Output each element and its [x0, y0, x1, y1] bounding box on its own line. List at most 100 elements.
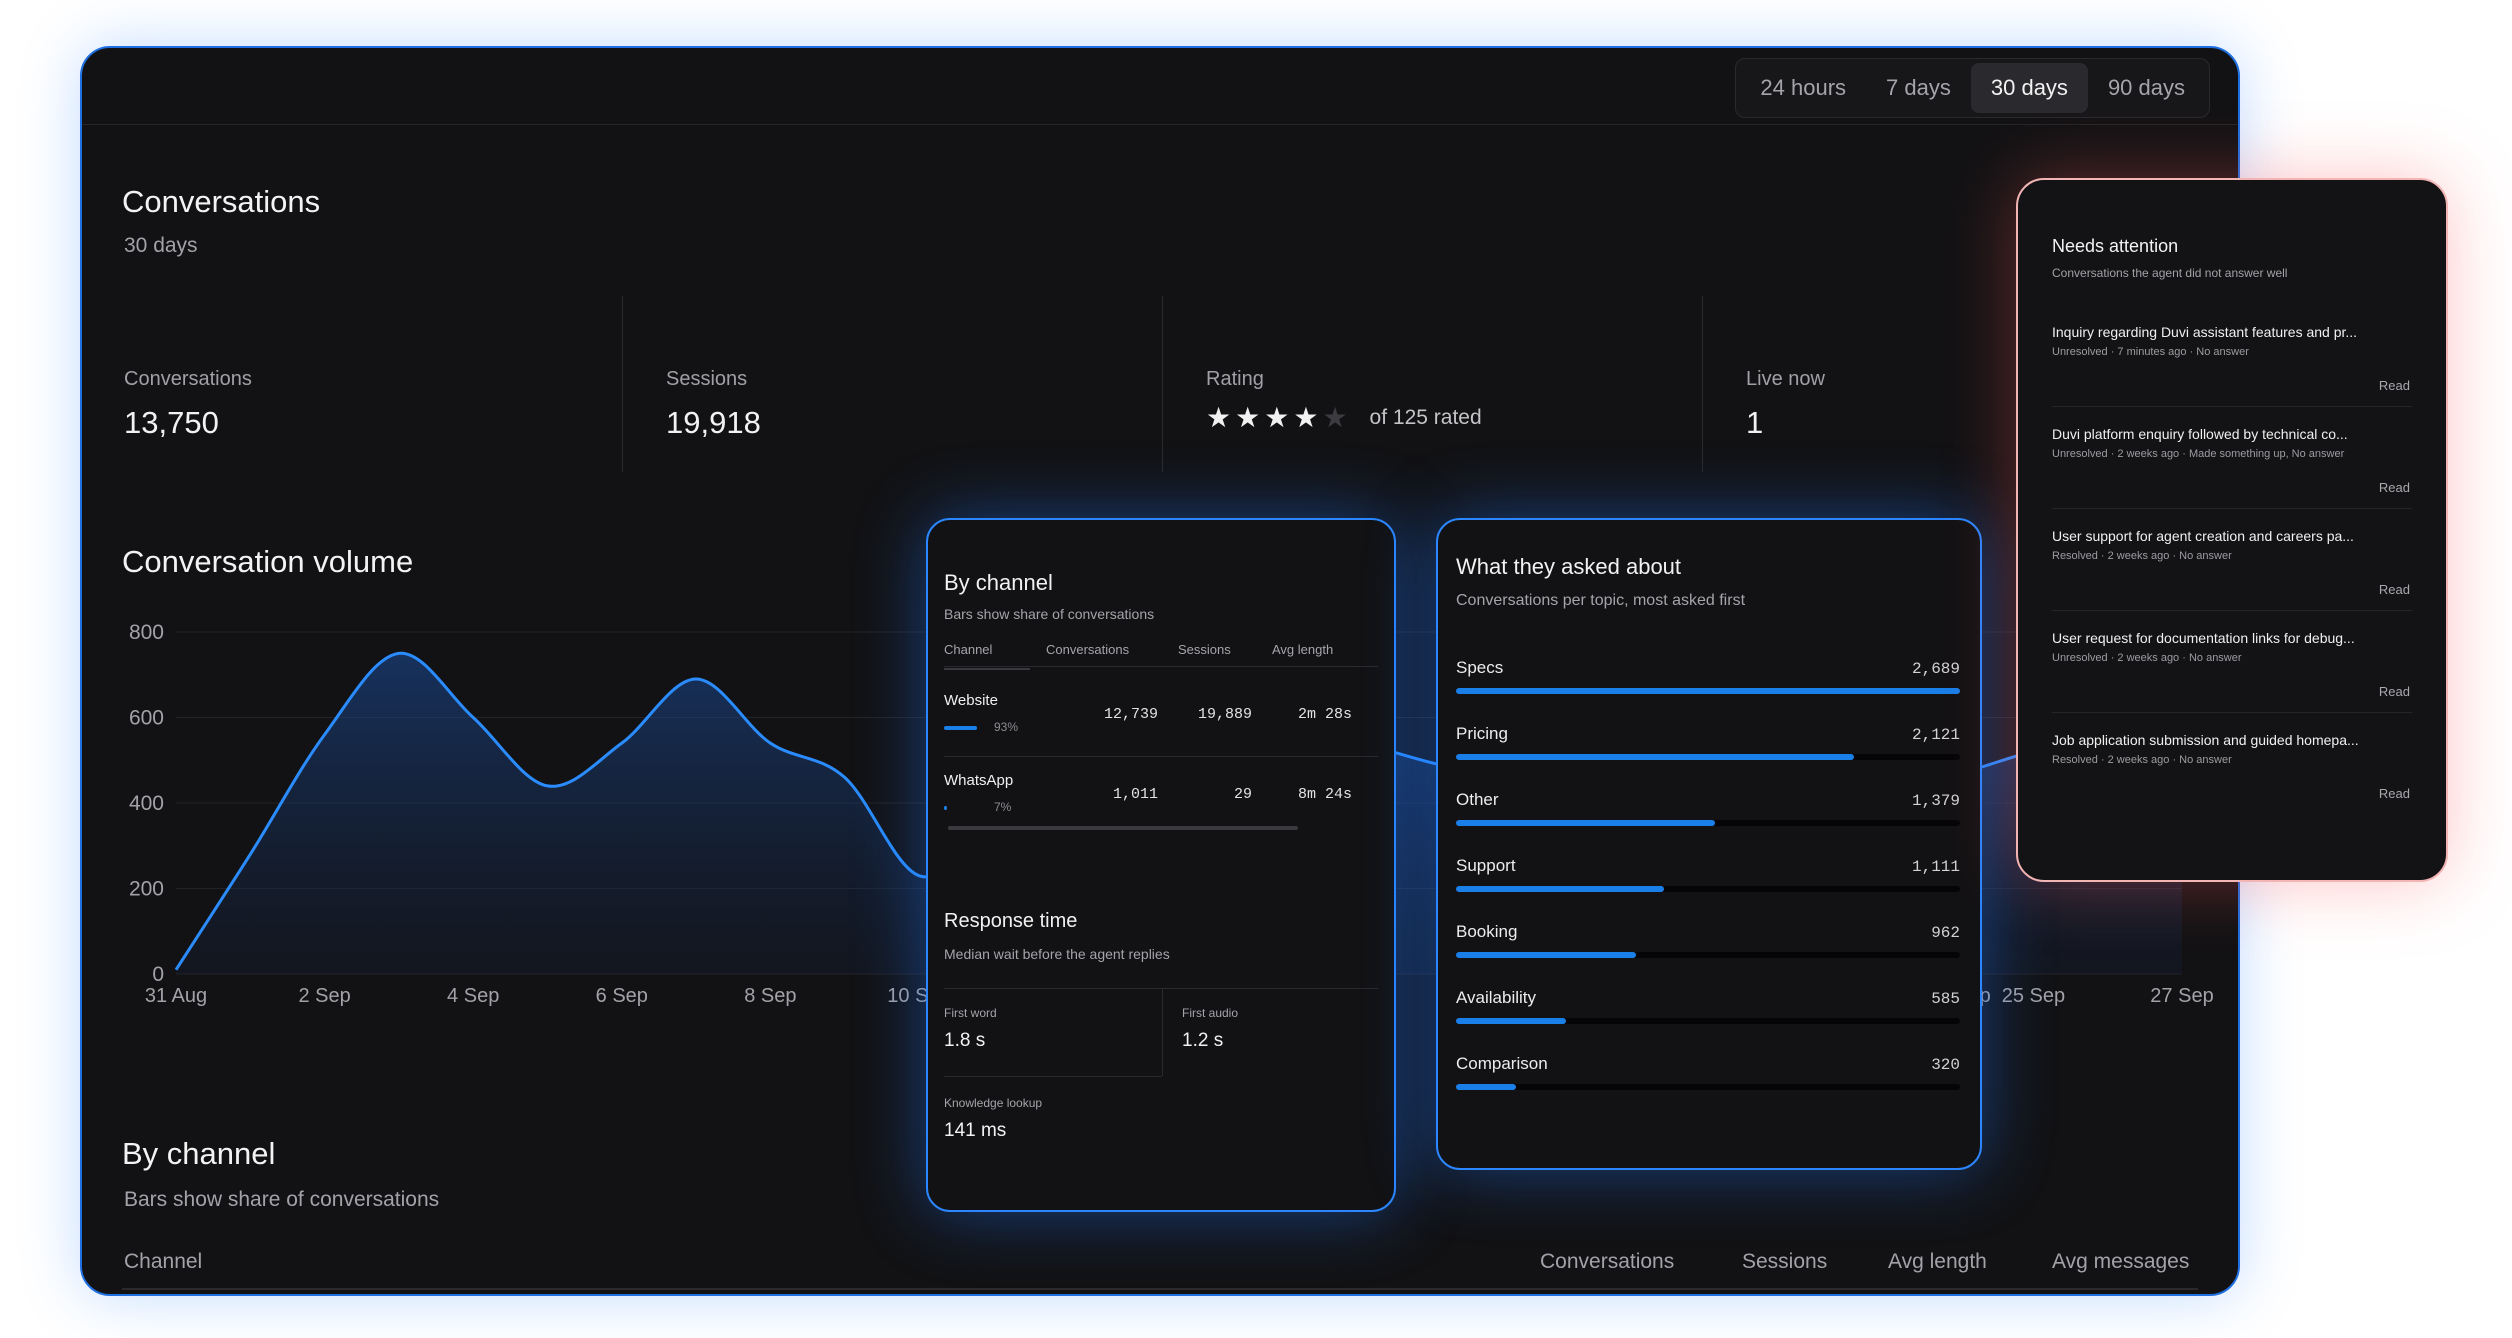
- topics-card: What they asked about Conversations per …: [1436, 518, 1982, 1170]
- channel-conversations: 12,739: [1103, 706, 1158, 723]
- volume-point: [917, 874, 921, 878]
- x-tick-label: 4 Sep: [447, 985, 499, 1007]
- topic-value: 320: [1931, 1056, 1960, 1074]
- topic-bar: [1456, 952, 1637, 958]
- channel-card: By channel Bars show share of conversati…: [926, 518, 1396, 1212]
- divider: [1162, 988, 1163, 1076]
- page-title: Conversations: [122, 184, 321, 219]
- star-icon: ★: [1264, 402, 1290, 433]
- by-channel-title: By channel: [122, 1136, 276, 1171]
- attention-title: Needs attention: [2052, 236, 2179, 256]
- topic-value: 1,379: [1911, 792, 1960, 810]
- divider: [944, 1076, 1162, 1077]
- divider: [2052, 508, 2412, 509]
- attention-item-meta: Unresolved · 2 weeks ago · Made somethin…: [2052, 448, 2345, 460]
- read-button[interactable]: Read: [2378, 684, 2410, 699]
- attention-item-title: Duvi platform enquiry followed by techni…: [2052, 426, 2348, 442]
- column-avg-messages[interactable]: Avg messages: [2052, 1250, 2190, 1273]
- stat-label: Rating: [1206, 368, 1264, 390]
- first-audio-label: First audio: [1182, 1006, 1239, 1020]
- response-title: Response time: [944, 910, 1078, 932]
- channel-avg-length: 2m 28s: [1297, 706, 1352, 723]
- channel-share-label: 7%: [994, 800, 1012, 814]
- top-bar: 24 hours 7 days 30 days 90 days: [82, 48, 2238, 125]
- attention-item-meta: Resolved · 2 weeks ago · No answer: [2052, 550, 2232, 562]
- divider: [622, 296, 623, 472]
- topic-label: Other: [1456, 790, 1499, 809]
- divider: [1162, 296, 1163, 472]
- channel-share-label: 93%: [994, 720, 1019, 734]
- topic-value: 2,121: [1911, 726, 1960, 744]
- column-avg-length[interactable]: Avg length: [1888, 1250, 1987, 1273]
- attention-item-meta: Resolved · 2 weeks ago · No answer: [2052, 754, 2232, 766]
- divider: [944, 668, 1030, 670]
- topic-bar: [1456, 1018, 1566, 1024]
- volume-point: [471, 716, 475, 720]
- topic-label: Comparison: [1456, 1054, 1548, 1073]
- column-sessions[interactable]: Sessions: [1742, 1250, 1828, 1273]
- read-button[interactable]: Read: [2378, 378, 2410, 393]
- x-tick-label: 27 Sep: [2150, 985, 2213, 1007]
- channel-name: WhatsApp: [944, 772, 1014, 789]
- by-channel-subtitle: Bars show share of conversations: [124, 1188, 440, 1211]
- y-tick-label: 400: [129, 792, 164, 815]
- stat-label: Sessions: [666, 368, 748, 390]
- volume-title: Conversation volume: [122, 544, 414, 579]
- volume-point: [397, 651, 401, 655]
- x-tick-label: 6 Sep: [596, 985, 648, 1007]
- channel-avg-length: 8m 24s: [1297, 786, 1352, 803]
- volume-point: [248, 852, 252, 856]
- stat-value: 19,918: [666, 405, 761, 440]
- x-tick-label: 8 Sep: [744, 985, 796, 1007]
- volume-point: [843, 775, 847, 779]
- range-tab-24h[interactable]: 24 hours: [1760, 75, 1847, 100]
- topic-bar-track: [1456, 1084, 1960, 1090]
- first-audio-value: 1.2 s: [1182, 1030, 1224, 1051]
- mini-column-avg-length: Avg length: [1272, 642, 1334, 657]
- read-button[interactable]: Read: [2378, 582, 2410, 597]
- stat-label: Conversations: [124, 368, 252, 390]
- column-conversations[interactable]: Conversations: [1540, 1250, 1675, 1273]
- needs-attention-card: Needs attention Conversations the agent …: [2016, 178, 2448, 882]
- mini-column-sessions: Sessions: [1178, 642, 1231, 657]
- volume-point: [768, 741, 772, 745]
- divider: [2052, 712, 2412, 713]
- star-icon: ★: [1206, 402, 1232, 433]
- channel-share-bar: [944, 726, 978, 730]
- topic-bar-track: [1456, 1018, 1960, 1024]
- topic-bar-track: [1456, 886, 1960, 892]
- column-channel[interactable]: Channel: [124, 1250, 203, 1273]
- stat-rating: Rating ★ ★ ★ ★ ★ of 125 rated: [1206, 298, 1482, 468]
- stat-live: Live now 1: [1746, 298, 1825, 468]
- range-tab-90d[interactable]: 90 days: [2107, 75, 2185, 100]
- topics-subtitle: Conversations per topic, most asked firs…: [1456, 592, 1746, 609]
- divider: [2052, 610, 2412, 611]
- topic-value: 1,111: [1911, 858, 1960, 876]
- table-divider: [122, 1288, 2198, 1290]
- attention-item-meta: Unresolved · 2 weeks ago · No answer: [2052, 652, 2242, 664]
- horizontal-scrollbar[interactable]: [948, 826, 1298, 830]
- topic-bar: [1456, 820, 1715, 826]
- star-icon: ★: [1293, 402, 1319, 433]
- channel-name: Website: [944, 692, 998, 709]
- read-button[interactable]: Read: [2378, 480, 2410, 495]
- response-subtitle: Median wait before the agent replies: [944, 946, 1170, 962]
- topic-value: 2,689: [1911, 660, 1960, 678]
- volume-point: [694, 677, 698, 681]
- range-tab-30d[interactable]: 30 days: [1970, 63, 2088, 113]
- stat-conversations: Conversations 13,750: [124, 298, 252, 468]
- divider: [2052, 406, 2412, 407]
- star-empty-icon: ★: [1322, 402, 1348, 433]
- x-tick-label: 2 Sep: [298, 985, 350, 1007]
- channel-card-title: By channel: [944, 570, 1053, 595]
- knowledge-lookup-value: 141 ms: [944, 1120, 1007, 1141]
- x-tick-label: 31 Aug: [145, 985, 207, 1007]
- volume-point: [545, 784, 549, 788]
- channel-conversations: 1,011: [1112, 786, 1158, 803]
- range-tab-7d[interactable]: 7 days: [1886, 75, 1951, 100]
- read-button[interactable]: Read: [2378, 786, 2410, 801]
- rating-stars: ★ ★ ★ ★ ★ of 125 rated: [1206, 401, 1482, 434]
- channel-sessions: 29: [1233, 786, 1252, 803]
- topic-bar: [1456, 754, 1854, 760]
- attention-item-title: User request for documentation links for…: [2052, 630, 2355, 646]
